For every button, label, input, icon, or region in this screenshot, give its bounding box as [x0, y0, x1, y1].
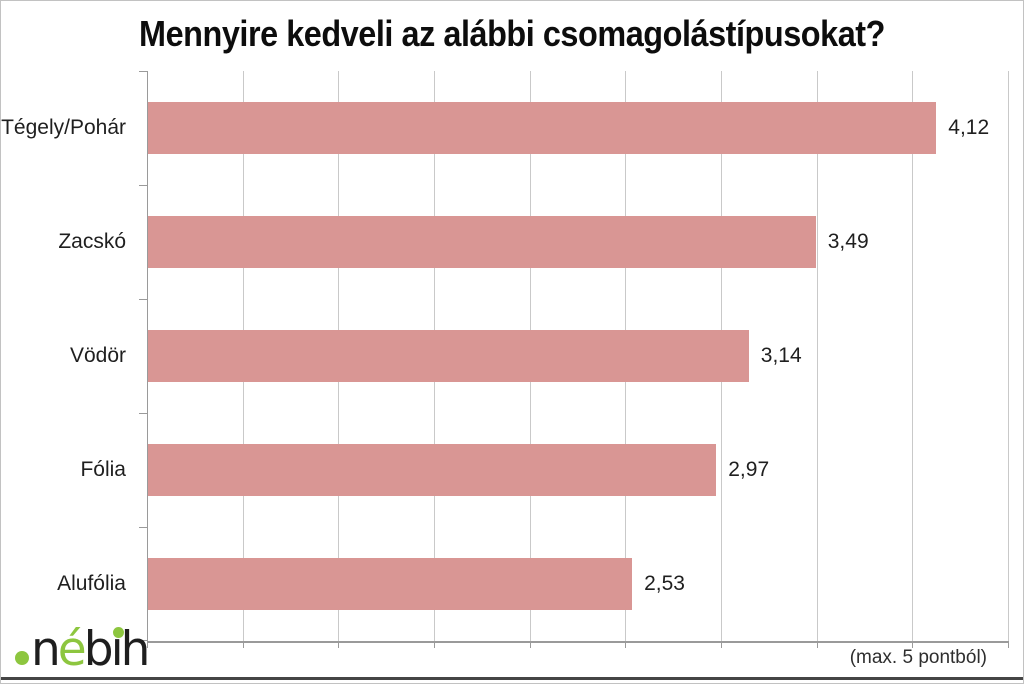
chart-title: Mennyire kedveli az alábbi csomagolástíp… — [139, 13, 885, 54]
logo-i-dot-icon — [112, 627, 124, 638]
bar-2 — [148, 216, 816, 268]
bar-row: 4,12 — [148, 71, 1008, 185]
bar-value-label: 2,53 — [644, 572, 685, 595]
logo-letter: é — [57, 622, 87, 677]
y-axis-tick — [139, 185, 147, 186]
bar-value-label: 4,12 — [948, 116, 990, 139]
bar-1 — [148, 102, 937, 154]
logo-letter: h — [120, 622, 151, 677]
plot-area: 4,12 3,49 3,14 2,97 2,53 — [139, 71, 1009, 648]
bar-5 — [148, 558, 633, 610]
x-axis-tick — [1008, 641, 1009, 648]
logo-letter-i: ı — [111, 621, 124, 679]
category-label: Tégely/Pohár — [1, 116, 126, 139]
x-axis-tick — [816, 641, 818, 648]
bar-row: 2,97 — [148, 413, 1008, 527]
x-axis-tick — [338, 641, 340, 648]
gridline — [816, 71, 818, 641]
bar-value-label: 2,97 — [728, 458, 770, 481]
nebih-logo: nébı h — [13, 621, 151, 679]
gridline — [1008, 71, 1009, 641]
x-axis-tick — [434, 641, 435, 648]
logo-letter: n — [31, 622, 61, 677]
x-axis-line — [147, 641, 1008, 643]
x-axis-tick — [625, 641, 627, 648]
x-axis-tick — [242, 641, 244, 648]
logo-letter: b — [83, 622, 114, 677]
y-axis-tick — [139, 413, 147, 414]
category-label: Vödör — [69, 344, 126, 367]
category-label: Alufólia — [57, 572, 126, 595]
bar-value-label: 3,14 — [760, 344, 802, 367]
y-axis-tick — [139, 527, 147, 528]
category-label: Fólia — [80, 458, 126, 481]
category-label: Zacskó — [58, 230, 126, 253]
gridline — [912, 71, 914, 641]
bar-row: 3,49 — [148, 185, 1008, 299]
bottom-border-rule — [1, 677, 1023, 680]
y-axis-tick — [139, 299, 147, 300]
y-axis-tick — [139, 71, 147, 72]
max-points-note: (max. 5 pontból) — [849, 647, 987, 668]
bar-row: 2,53 — [148, 527, 1008, 641]
bar-3 — [148, 330, 749, 382]
bar-row: 3,14 — [148, 299, 1008, 413]
x-axis-tick — [147, 641, 148, 648]
y-axis-tick — [139, 640, 147, 641]
bar-value-label: 3,49 — [827, 230, 869, 253]
logo-green-dot-icon — [15, 651, 29, 665]
x-axis-tick — [529, 641, 531, 648]
bar-4 — [148, 444, 717, 496]
x-axis-tick — [721, 641, 722, 648]
x-axis-tick — [912, 641, 914, 648]
